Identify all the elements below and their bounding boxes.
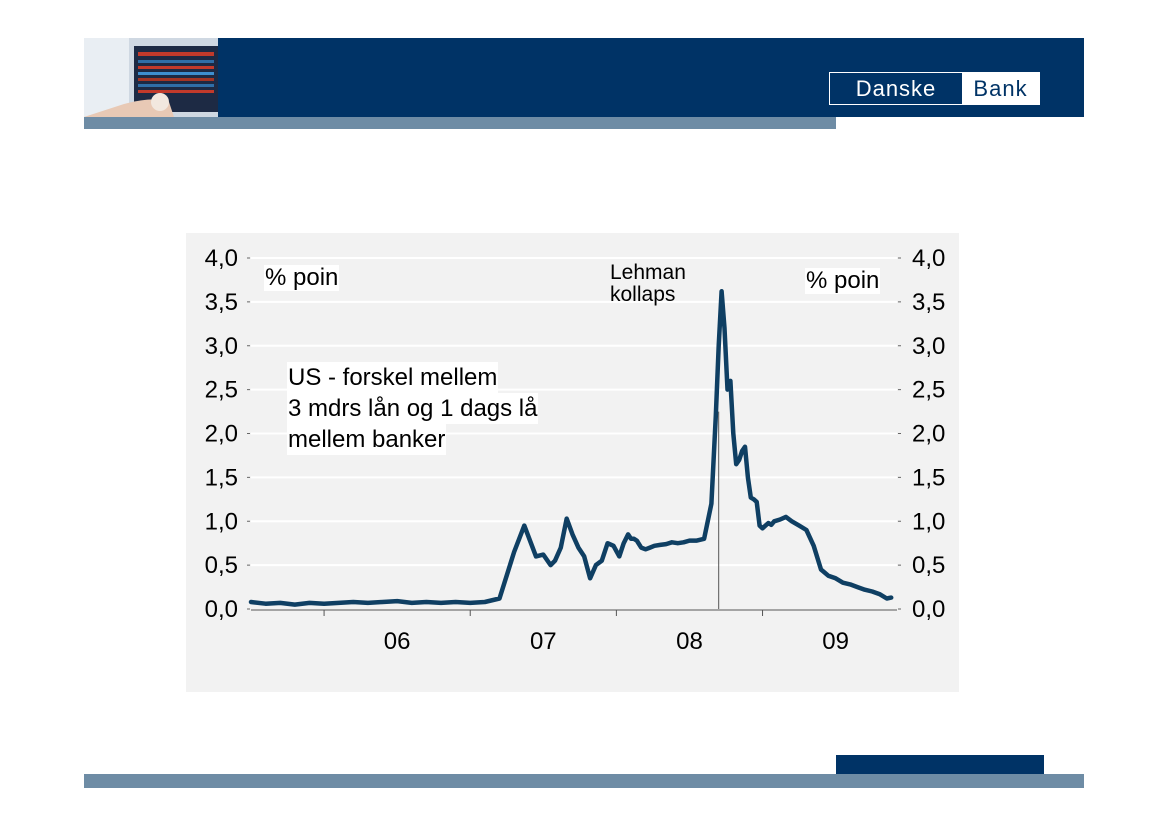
description-line-2: 3 mdrs lån og 1 dags lå xyxy=(287,393,539,424)
danske-bank-logo: Danske Bank xyxy=(829,72,1040,105)
y-tick-label-left: 2,0 xyxy=(205,421,238,448)
series-layer xyxy=(248,289,894,607)
y-tick-label-left: 1,5 xyxy=(205,464,238,491)
y-tick-label-left: 0,5 xyxy=(205,552,238,579)
y-tick-label-right: 1,0 xyxy=(912,508,945,535)
header-bar xyxy=(84,38,1084,117)
footer-block xyxy=(836,755,1044,778)
y-tick-label-right: 2,0 xyxy=(912,421,945,448)
tick-label-layer: 0,0 0,0 0,5 0,5 1,0 1,0 1,5 1,5 2,0 2,0 2,5 2,5 3,0 3… xyxy=(205,245,946,655)
trading-screen-image xyxy=(84,38,218,117)
header-stripe xyxy=(84,117,836,129)
y-axis-right-label: % poin xyxy=(805,267,881,294)
logo-text-bank: Bank xyxy=(962,73,1039,104)
y-tick-label-left: 3,0 xyxy=(205,333,238,360)
chart-panel xyxy=(186,233,959,692)
x-tick-label: 07 xyxy=(530,628,557,655)
y-tick-label-right: 2,5 xyxy=(912,377,945,404)
y-axis-left-label: % poin xyxy=(264,264,340,291)
header-trading-photo xyxy=(84,38,218,117)
y-tick-label-right: 0,0 xyxy=(912,596,945,623)
x-tick-label: 09 xyxy=(822,628,849,655)
y-tick-label-right: 0,5 xyxy=(912,552,945,579)
y-tick-label-right: 3,0 xyxy=(912,333,945,360)
y-tick-label-left: 2,5 xyxy=(205,377,238,404)
y-tick-label-left: 3,5 xyxy=(205,289,238,316)
y-tick-label-left: 4,0 xyxy=(205,245,238,272)
axis-layer xyxy=(247,257,901,616)
footer-stripe xyxy=(84,774,1084,788)
description-line-1: US - forskel mellem xyxy=(287,362,499,393)
logo-text-danske: Danske xyxy=(855,76,937,101)
y-tick-label-right: 4,0 xyxy=(912,245,945,272)
description-line-3: mellem banker xyxy=(287,424,447,455)
y-tick-label-left: 0,0 xyxy=(205,596,238,623)
lehman-annotation: Lehman kollaps xyxy=(610,262,686,306)
series-description: US - forskel mellem 3 mdrs lån og 1 dags… xyxy=(287,362,539,455)
annotation-line-2: kollaps xyxy=(610,283,676,306)
x-tick-label: 06 xyxy=(384,628,411,655)
annotation-line-1: Lehman xyxy=(610,261,686,284)
x-tick-label: 08 xyxy=(676,628,703,655)
y-tick-label-right: 1,5 xyxy=(912,464,945,491)
y-tick-label-left: 1,0 xyxy=(205,508,238,535)
series-line-us-spread xyxy=(248,289,894,607)
y-tick-label-right: 3,5 xyxy=(912,289,945,316)
